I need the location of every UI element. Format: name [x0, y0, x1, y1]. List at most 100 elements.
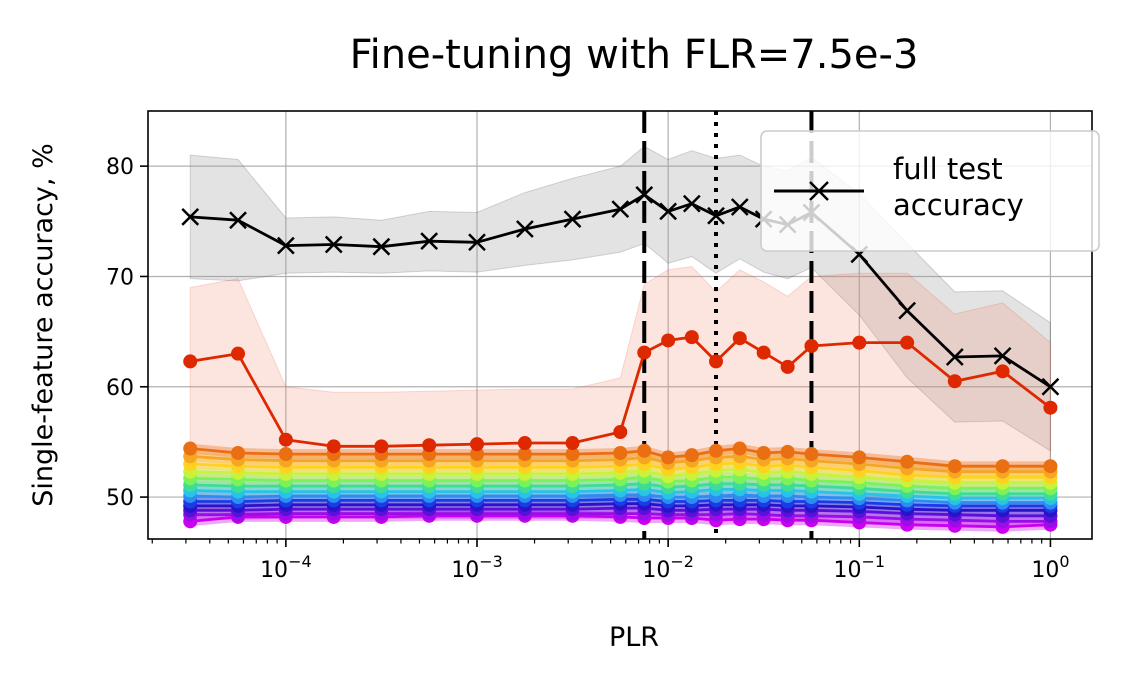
x-axis-ticks: 10−4 10−3 10−2 10−1 100 [151, 539, 1070, 583]
data-point [565, 447, 580, 462]
data-point [947, 374, 962, 389]
x-axis-label: PLR [609, 622, 659, 653]
x-marker [468, 233, 486, 252]
x-marker [898, 301, 917, 320]
x-marker [229, 211, 247, 230]
x-tick-label: 10−1 [833, 552, 885, 583]
data-point [422, 438, 437, 453]
data-point [181, 208, 200, 226]
x-marker [372, 237, 391, 256]
x-marker [635, 185, 654, 204]
x-marker [324, 235, 343, 254]
y-tick-label: 80 [106, 155, 134, 180]
x-marker [420, 232, 439, 251]
data-point [468, 233, 486, 252]
data-point [637, 345, 652, 360]
data-point [517, 447, 532, 462]
x-marker [276, 236, 295, 255]
data-point [324, 235, 343, 254]
data-point [756, 345, 771, 360]
data-point [374, 439, 389, 454]
x-marker [659, 202, 678, 221]
data-point [900, 454, 915, 469]
data-point [565, 436, 580, 451]
data-point [229, 211, 247, 230]
data-point [707, 206, 725, 225]
x-marker [181, 208, 200, 226]
data-point [898, 301, 917, 320]
legend: full test accuracy [760, 130, 1100, 252]
data-point [709, 354, 724, 369]
data-point [231, 445, 246, 460]
data-point [709, 443, 724, 458]
series-1 [183, 330, 1058, 454]
x-marker [945, 348, 964, 366]
data-point [278, 432, 293, 447]
data-point [1043, 459, 1058, 474]
data-point [231, 346, 246, 361]
data-point [278, 447, 293, 462]
x-marker [707, 206, 725, 225]
data-point [517, 436, 532, 451]
x-tick-label: 10−2 [642, 552, 694, 583]
data-point [732, 441, 747, 456]
data-point [611, 200, 630, 219]
data-point [730, 198, 749, 216]
data-point [613, 425, 628, 439]
x-marker [563, 210, 582, 228]
legend-box [760, 130, 1100, 252]
legend-label-line-1: full test [893, 152, 1003, 186]
data-point [732, 331, 747, 346]
x-marker [993, 347, 1012, 365]
data-point [372, 237, 391, 256]
data-point [1041, 377, 1060, 396]
data-point [947, 459, 962, 474]
data-point [993, 347, 1012, 365]
y-tick-label: 50 [106, 486, 134, 511]
data-point [684, 330, 699, 345]
x-marker [611, 200, 630, 219]
y-tick-label: 60 [106, 376, 134, 401]
data-point [637, 443, 652, 458]
data-point [515, 220, 534, 238]
data-point [804, 447, 819, 462]
data-point [995, 459, 1010, 474]
series-group [181, 185, 1060, 534]
series-2 [183, 441, 1058, 474]
data-point [780, 444, 795, 459]
x-tick-label: 10−4 [260, 552, 312, 583]
data-point [183, 354, 198, 369]
data-point [276, 236, 295, 255]
data-point [563, 210, 582, 228]
plot-frame [147, 110, 1093, 540]
legend-label-line-2: accuracy [893, 188, 1024, 222]
x-tick-label: 100 [1031, 552, 1069, 583]
x-marker [515, 220, 534, 238]
x-marker [682, 194, 701, 213]
data-point [756, 445, 771, 460]
data-point [900, 335, 915, 350]
legend-marker-x-icon [809, 181, 829, 201]
chart-title: Fine-tuning with FLR=7.5e-3 [350, 32, 919, 78]
data-point [682, 194, 701, 213]
data-point [661, 333, 676, 348]
data-point [995, 364, 1010, 379]
data-point [780, 359, 795, 374]
data-point [852, 450, 867, 465]
data-point [852, 335, 867, 350]
y-tick-label: 70 [106, 265, 134, 290]
data-point [635, 185, 654, 204]
data-point [684, 448, 699, 463]
data-point [659, 202, 678, 221]
data-point [945, 348, 964, 366]
x-tick-label: 10−3 [451, 552, 503, 583]
legend-label: full test accuracy [893, 152, 1024, 222]
x-marker [1041, 377, 1060, 396]
data-point [1043, 400, 1058, 415]
y-axis-ticks: 50 60 70 80 [106, 155, 148, 511]
data-point [183, 441, 198, 456]
data-point [470, 437, 485, 452]
y-axis-label: Single-feature accuracy, % [28, 143, 59, 506]
data-point [470, 447, 485, 462]
